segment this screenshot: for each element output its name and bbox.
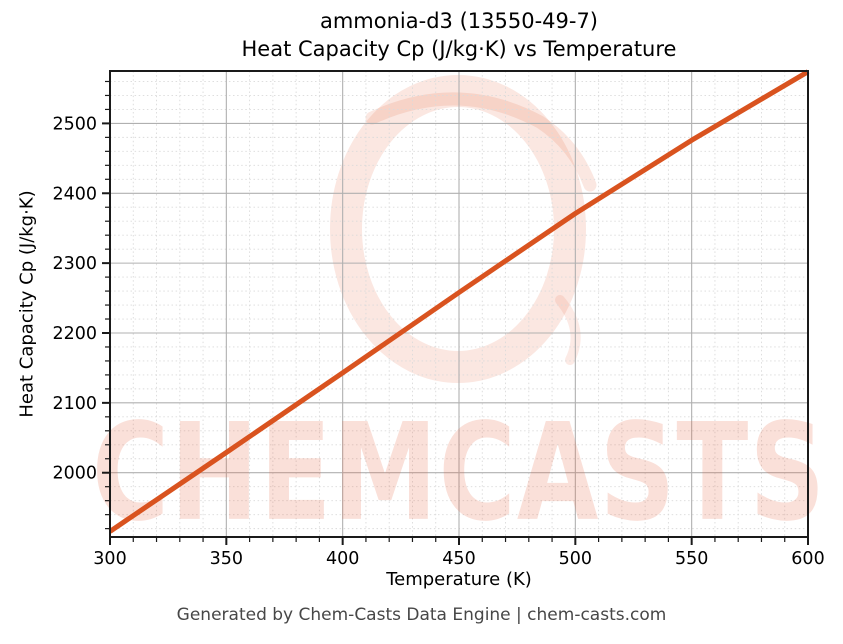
x-tick-label: 450 xyxy=(442,549,475,569)
y-tick-label: 2100 xyxy=(52,394,97,414)
y-tick-label: 2300 xyxy=(52,254,97,274)
x-axis-label: Temperature (K) xyxy=(386,569,532,590)
x-tick-label: 500 xyxy=(559,549,592,569)
y-tick-label: 2200 xyxy=(52,324,97,344)
axis-ticks xyxy=(102,80,809,545)
chart-title: ammonia-d3 (13550-49-7) Heat Capacity Cp… xyxy=(110,7,808,63)
x-tick-label: 600 xyxy=(791,549,824,569)
axes-spines xyxy=(109,70,809,538)
y-tick-label: 2500 xyxy=(52,114,97,134)
series-line xyxy=(108,69,810,534)
footer-credit: Generated by Chem-Casts Data Engine | ch… xyxy=(176,605,667,625)
watermark-text: CHEMCASTS xyxy=(91,395,827,551)
chemcasts-logo-icon xyxy=(330,75,597,383)
x-tick-label: 550 xyxy=(675,549,708,569)
x-tick-label: 400 xyxy=(326,549,359,569)
x-tick-label: 350 xyxy=(210,549,243,569)
x-tick-label: 300 xyxy=(93,549,126,569)
chart-title-line2: Heat Capacity Cp (J/kg·K) vs Temperature xyxy=(241,37,677,61)
axis-tick-labels: 300 350 400 450 500 550 600 2000 2100 2200 2300 240… xyxy=(52,114,824,569)
y-tick-label: 2400 xyxy=(52,184,97,204)
chart-title-line1: ammonia-d3 (13550-49-7) xyxy=(319,9,598,33)
y-tick-label: 2000 xyxy=(52,464,97,484)
